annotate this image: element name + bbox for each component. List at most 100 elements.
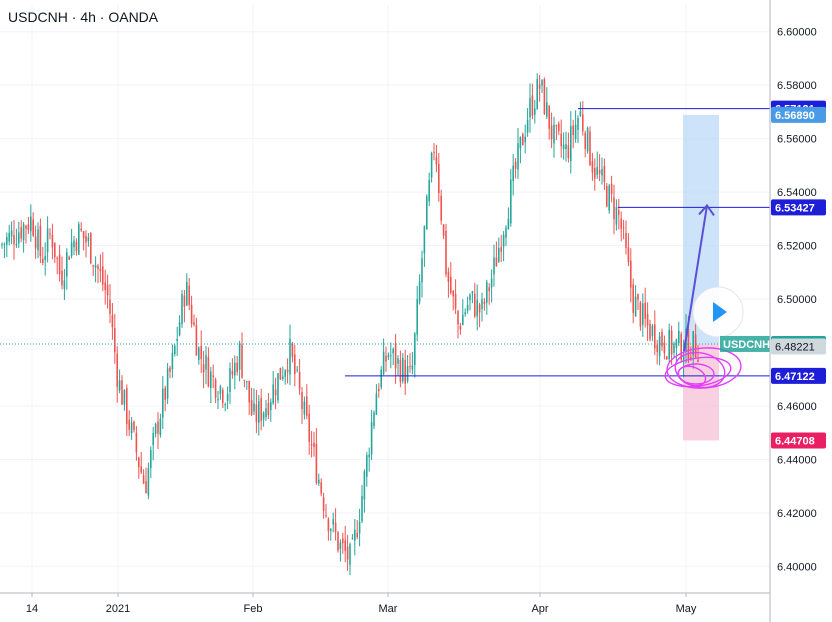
candle-body (258, 401, 260, 423)
candle-body (85, 235, 87, 243)
price-tag-bg (771, 338, 826, 355)
candle-body (498, 248, 500, 262)
chart-title: USDCNH · 4h · OANDA (8, 9, 159, 25)
candle-body (174, 345, 176, 355)
candle-body (632, 284, 634, 313)
candle-body (104, 282, 106, 291)
candle-body (423, 225, 426, 254)
candle-body (315, 443, 318, 483)
candle-body (438, 163, 440, 194)
candle-body (646, 314, 649, 326)
candle-body (546, 102, 548, 117)
candle-body (200, 345, 202, 359)
projection-arrow-line[interactable] (683, 205, 708, 352)
y-tick-label: 6.46000 (777, 401, 817, 413)
candle-body (505, 227, 507, 238)
candle-body (13, 235, 15, 245)
candle-body (44, 256, 46, 261)
candle-body (560, 133, 562, 147)
candle-body (42, 258, 44, 263)
candle-body (522, 134, 524, 146)
candle-body (342, 538, 344, 544)
candle-body (255, 404, 258, 422)
candle-body (622, 227, 625, 229)
candle-body (368, 454, 370, 458)
candle-body (188, 285, 190, 306)
candle-body (337, 532, 339, 551)
candle-body (543, 79, 546, 114)
candle-body (411, 365, 414, 370)
candle-body (73, 240, 75, 248)
price-tag: 6.48221 (771, 338, 826, 355)
candle-body (459, 325, 462, 330)
candle-body (195, 325, 198, 356)
candle-body (322, 497, 325, 511)
candle-body (603, 166, 606, 182)
candle-body (442, 224, 445, 236)
candle-body (474, 293, 476, 317)
y-tick-label: 6.54000 (777, 187, 817, 199)
candle-body (82, 231, 85, 239)
candle-body (142, 475, 145, 484)
candle-body (234, 362, 236, 376)
candle-body (606, 185, 608, 207)
candle-body (666, 356, 668, 360)
candle-body (49, 233, 51, 235)
candle-body (421, 258, 423, 283)
candle-body (656, 344, 658, 353)
scribble-highlight[interactable] (663, 345, 742, 391)
candle-body (663, 342, 666, 354)
candle-body (618, 210, 620, 215)
candle-body (229, 368, 231, 392)
candle-body (15, 244, 18, 246)
projection-arrow-head (698, 203, 715, 217)
candle-body (114, 327, 116, 353)
candle-body (481, 298, 483, 309)
candle-body (181, 293, 183, 324)
x-tick-label: Apr (531, 603, 548, 615)
play-button[interactable] (692, 286, 744, 338)
candle-body (673, 343, 675, 353)
candle-body (418, 281, 421, 302)
candle-body (212, 375, 214, 377)
candle-body (469, 294, 471, 301)
candle-body (471, 291, 474, 294)
y-tick-label: 6.52000 (777, 241, 817, 253)
candle-body (541, 80, 543, 86)
candle-body (279, 367, 282, 380)
x-tick-label: 14 (26, 603, 38, 615)
candle-body (402, 357, 404, 382)
candle-body (320, 482, 322, 494)
candle-body (670, 330, 673, 355)
candle-body (226, 393, 229, 401)
candle-body (150, 449, 152, 469)
candle-body (284, 370, 286, 377)
candle-body (169, 367, 171, 372)
candle-body (378, 388, 380, 392)
y-tick-label: 6.56000 (777, 134, 817, 146)
candle-body (584, 132, 586, 149)
candle-body (654, 324, 656, 349)
candle-body (445, 230, 447, 275)
candle-body (260, 398, 262, 421)
candle-body (241, 344, 243, 378)
scribble-stroke (666, 347, 742, 389)
candle-body (390, 355, 392, 357)
candle-body (10, 230, 13, 237)
candle-body (27, 224, 30, 231)
candle-body (176, 338, 178, 342)
y-tick-label: 6.40000 (777, 561, 817, 573)
candle-body (634, 296, 637, 317)
price-tag-label: 6.47122 (775, 371, 815, 383)
candle-body (524, 136, 526, 143)
candle-body (690, 357, 692, 360)
candle-body (637, 294, 639, 300)
y-tick-label: 6.42000 (777, 508, 817, 520)
candle-body (152, 433, 154, 446)
candle-body (68, 256, 70, 260)
candle-body (224, 404, 226, 406)
candle-body (30, 216, 32, 232)
ticker-tag-label: USDCNH (723, 339, 770, 351)
